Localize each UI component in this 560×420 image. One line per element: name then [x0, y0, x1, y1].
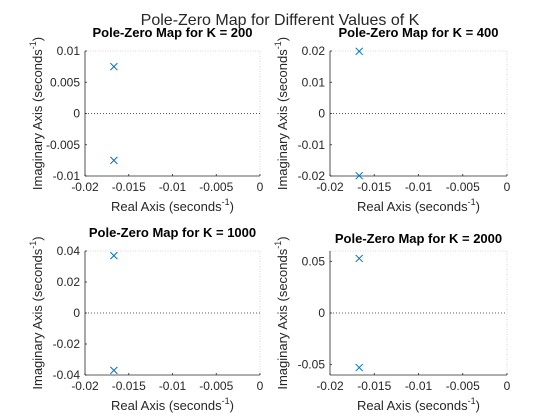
y-tick-label: 0 — [318, 107, 325, 121]
y-tick-label: 0.01 — [57, 44, 81, 58]
axes-box-dotted — [330, 50, 508, 176]
x-tick-label: 0 — [504, 379, 511, 393]
subplot-3: -0.02 -0.015 -0.01 -0.005 0-0.04-0.0200.020.… — [28, 225, 264, 413]
subplot-1: -0.02 -0.015 -0.01 -0.005 0 -0.01 -0.005 0 0.005… — [28, 25, 264, 214]
x-tick-label: -0.01 — [159, 180, 187, 194]
subplot-title: Pole-Zero Map for K = 1000 — [89, 225, 256, 240]
y-tick-label: -0.04 — [53, 368, 81, 382]
x-tick-label: -0.015 — [357, 379, 391, 393]
y-tick-label: 0.005 — [50, 75, 80, 89]
pole-marker — [110, 62, 118, 71]
figure-title: Pole-Zero Map for Different Values of K — [141, 12, 420, 29]
y-tick-label: -0.01 — [53, 169, 81, 183]
pole-marker — [355, 363, 364, 372]
x-axis-label: Real Axis (seconds-1) — [357, 396, 480, 413]
y-tick-label: 0 — [318, 306, 325, 320]
pole-marker — [110, 366, 118, 375]
y-tick-label: 0.02 — [57, 275, 81, 289]
subplot-title: Pole-Zero Map for K = 400 — [338, 25, 498, 40]
pole-marker — [355, 47, 364, 56]
x-axis-label: Real Axis (seconds-1) — [357, 197, 480, 214]
subplots: -0.02 -0.015 -0.01 -0.005 0 -0.01 -0.005 0 0.005… — [28, 25, 511, 413]
y-axis-label: Imaginary Axis (seconds-1) — [273, 236, 290, 389]
x-tick-label: 0 — [257, 180, 264, 194]
y-tick-label: 0.04 — [57, 244, 81, 258]
x-tick-label: -0.01 — [405, 180, 433, 194]
subplot-title: Pole-Zero Map for K = 2000 — [335, 231, 502, 246]
y-tick-label: -0.02 — [298, 169, 326, 183]
x-axis-label: Real Axis (seconds-1) — [111, 197, 234, 214]
y-axis-label: Imaginary Axis (seconds-1) — [273, 37, 290, 190]
axes-box-dotted — [85, 250, 261, 375]
y-tick-label: -0.02 — [53, 337, 81, 351]
x-tick-label: -0.02 — [316, 180, 344, 194]
x-tick-label: -0.015 — [112, 379, 146, 393]
subplot-4: -0.02 -0.015 -0.01 -0.005 0 -0.05 0 0.05 Pole-Ze… — [273, 231, 511, 413]
x-tick-label: -0.015 — [357, 180, 391, 194]
y-axis-label: Imaginary Axis (seconds-1) — [28, 236, 45, 389]
axes-box-dotted — [85, 50, 261, 176]
y-axis-label: Imaginary Axis (seconds-1) — [28, 37, 45, 190]
subplot-title: Pole-Zero Map for K = 200 — [92, 25, 252, 40]
x-tick-label: -0.02 — [71, 180, 99, 194]
y-tick-label: -0.05 — [298, 358, 326, 372]
x-tick-label: -0.015 — [112, 180, 146, 194]
y-tick-label: 0 — [73, 107, 80, 121]
x-tick-label: -0.005 — [446, 379, 480, 393]
y-tick-label: 0.05 — [302, 254, 326, 268]
x-tick-label: -0.005 — [446, 180, 480, 194]
y-tick-label: 0 — [73, 306, 80, 320]
x-tick-label: -0.02 — [316, 379, 344, 393]
pole-marker — [110, 251, 118, 260]
x-tick-label: -0.01 — [159, 379, 187, 393]
x-tick-label: -0.02 — [71, 379, 99, 393]
x-tick-label: -0.005 — [199, 180, 233, 194]
pole-marker — [110, 156, 118, 165]
y-tick-label: -0.01 — [298, 138, 326, 152]
subplot-2: -0.02 -0.015 -0.01 -0.005 0 -0.02 -0.01 0 0.01 0.… — [273, 25, 511, 214]
y-tick-label: -0.005 — [46, 138, 80, 152]
pole-marker — [355, 171, 364, 180]
x-tick-label: -0.01 — [405, 379, 433, 393]
x-tick-label: 0 — [504, 180, 511, 194]
x-tick-label: 0 — [257, 379, 264, 393]
x-tick-label: -0.005 — [199, 379, 233, 393]
y-tick-label: 0.01 — [302, 75, 326, 89]
y-tick-label: 0.02 — [302, 44, 326, 58]
pole-marker — [355, 254, 364, 263]
x-axis-label: Real Axis (seconds-1) — [111, 396, 234, 413]
